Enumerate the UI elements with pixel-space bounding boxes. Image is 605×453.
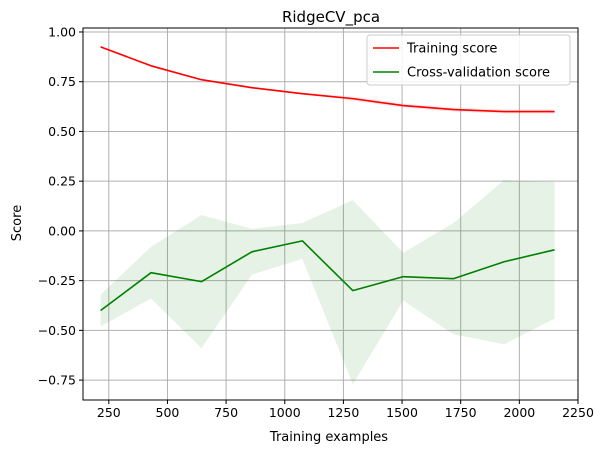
axes-frame [82,27,579,401]
legend: Training score Cross-validation score [366,34,571,86]
y-tick-label: −0.75 [38,373,76,388]
y-tick-label: −0.50 [38,323,76,338]
series-line-cross-validation [100,240,555,312]
x-tick-label: 2250 [562,405,594,420]
x-tick-label: 750 [214,405,238,420]
std-bands [100,45,555,385]
y-axis-label: Score [10,205,25,241]
legend-entry-label: Cross-validation score [407,66,550,81]
y-tick-label: 0.50 [48,124,76,139]
grid [83,28,579,400]
x-tick-label: 1250 [327,405,359,420]
x-tick-label: 2000 [503,405,535,420]
std-band-cross-validation [100,180,555,385]
x-tick-label: 1750 [445,405,477,420]
y-tick-label: 0.00 [48,223,76,238]
x-tick-label: 250 [97,405,121,420]
x-tick-label: 1000 [269,405,301,420]
y-tick-label: −0.25 [38,273,76,288]
series-line-training [100,46,555,113]
x-tick-label: 500 [156,405,180,420]
y-tick-label: 1.00 [48,24,76,39]
x-axis-label: Training examples [269,430,388,445]
y-tick-label: 0.75 [48,74,76,89]
y-tick-label: 0.25 [48,174,76,189]
x-tick-label: 1500 [386,405,418,420]
legend-box [366,34,571,86]
ticks: 250 500 750 1000 1250 1500 1750 2000 2250 −0.75 −0… [38,24,594,420]
series-lines [100,46,555,312]
chart-title: RidgeCV_pca [282,8,380,27]
legend-entry-label: Training score [406,42,497,57]
